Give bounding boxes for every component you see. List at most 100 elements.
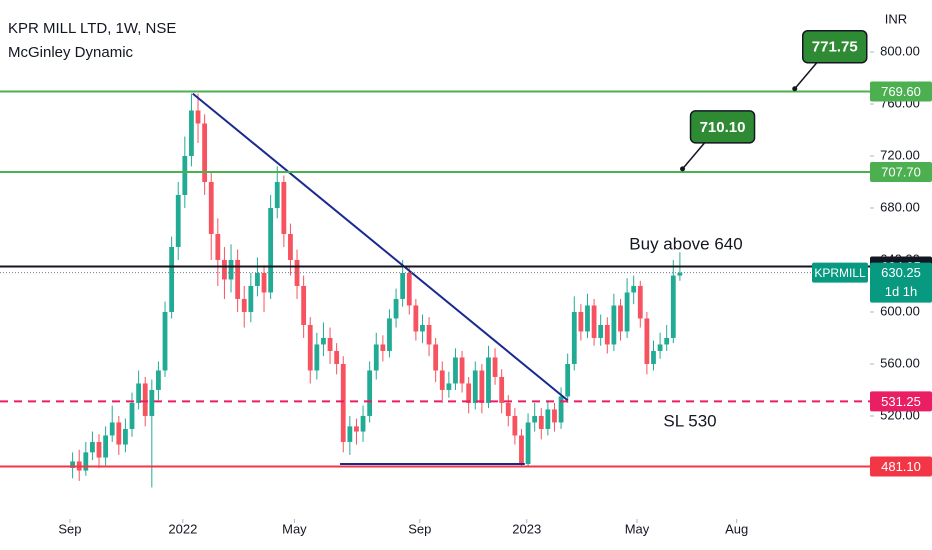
x-tick-label: May [625,521,650,536]
callout-pointer [794,62,818,90]
candle-body [472,370,478,403]
level-label-box [870,81,932,102]
candle-body [261,272,267,293]
candle-body [136,383,142,403]
candle-body [202,123,208,182]
candle-body [129,402,135,429]
candle-body [327,337,333,351]
candle-body [314,344,320,371]
candle-body [307,324,313,371]
candle-body [222,259,227,280]
candle-body [142,383,148,416]
candle-body [215,233,221,260]
candle-body [393,298,399,319]
level-label: 531.25 [881,394,921,409]
candle-body [380,344,386,351]
candle-body [525,422,531,465]
candle-body [453,357,458,384]
candle-body [578,311,584,332]
candle-body [618,305,623,332]
candle-body [387,318,392,351]
candle-body [149,389,155,416]
x-tick-label: Sep [58,521,81,536]
chart-subtitle: McGinley Dynamic [8,44,134,61]
x-tick-label: Sep [408,521,431,536]
level-label-box [870,456,932,477]
candle-body [281,181,287,234]
callout-box [801,29,868,64]
candle-body [512,415,518,436]
candle-body [96,441,102,458]
callout-point [792,86,798,92]
candle-body [644,318,650,364]
candle-body [631,285,637,293]
candle-body [334,350,340,364]
callout-point [680,166,686,172]
candle-body [123,428,128,445]
candle-body [301,285,307,325]
y-tick-label: 800.00 [880,43,920,58]
level-label-box [870,391,932,412]
candle-body [433,344,439,371]
candle-body [486,357,491,403]
candle-body [347,426,353,442]
x-tick-label: May [282,521,307,536]
candle-body [611,305,617,345]
candle-body [241,298,247,312]
candle-body [109,422,115,436]
candle-body [413,305,419,332]
candle-body [545,409,551,429]
candle-body [664,337,670,345]
candle-body [670,275,676,338]
y-tick-label: 720.00 [880,147,920,162]
level-label-box [870,161,932,182]
candle-body [651,350,656,364]
candle-body [103,435,109,458]
candle-body [459,357,465,384]
countdown-label: 1d 1h [885,284,918,299]
candle-body [571,311,577,364]
candle-body [492,357,498,377]
candle-body [624,292,630,332]
candle-body [321,337,326,345]
candle-body [90,441,95,453]
annotation: Buy above 640 [629,234,742,253]
x-tick-label: 2022 [168,521,197,536]
candle-body [505,402,511,416]
candle-body [70,461,76,468]
candle-body [637,285,643,319]
x-tick-label: Aug [725,521,748,536]
candle-body [565,363,571,397]
candle-body [519,435,524,465]
y-tick-label: 560.00 [880,355,920,370]
x-tick-label: 2023 [512,521,541,536]
currency: INR [885,11,907,26]
candle-body [235,259,241,299]
candle-body [532,415,538,423]
level-label: 769.60 [881,84,921,99]
candle-body [677,272,683,276]
candle-body [169,246,175,312]
callout-pointer [681,142,706,170]
candle-body [83,452,89,471]
candle-body [591,305,597,338]
candle-body [288,233,293,260]
candle-body [162,311,168,371]
candle-body [156,370,161,390]
candle-body [116,422,122,445]
candle-body [182,155,188,195]
candle-body [446,383,452,390]
callout-box [689,110,756,144]
candle-body [426,324,432,345]
candle-body [552,409,557,423]
candle-body [604,324,610,345]
callout-label: 771.75 [812,39,858,56]
candle-body [406,272,412,306]
candle-body [367,370,373,416]
candle-body [439,370,445,390]
candle-body [274,181,280,208]
candle-body [499,376,505,403]
candle-body [340,363,346,442]
